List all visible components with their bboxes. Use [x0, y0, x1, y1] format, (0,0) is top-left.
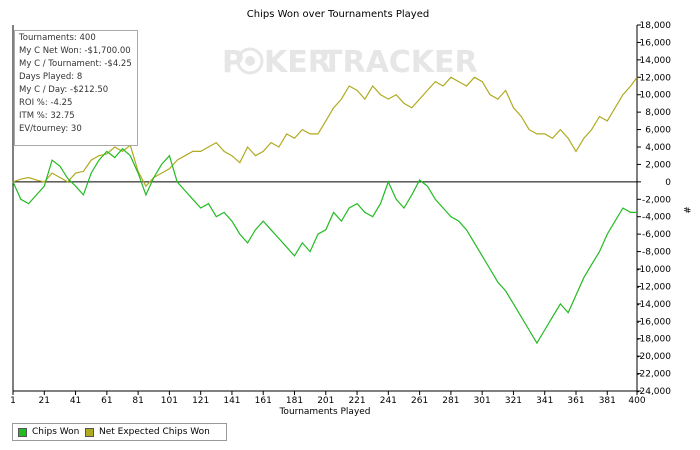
y-tick-label: -16,000	[636, 317, 671, 327]
x-tick-label: 41	[70, 396, 81, 406]
x-tick-label: 381	[599, 396, 616, 406]
x-tick-label: 241	[380, 396, 397, 406]
x-axis-label: Tournaments Played	[278, 407, 370, 417]
watermark: P KER TRACKER	[222, 45, 478, 80]
y-tick-label: 12,000	[640, 73, 672, 83]
x-axis-ticks: 1 21 41 61 81 101 121 141 161 181 201 221 241 261 281 3…	[10, 391, 646, 406]
legend-swatch-chips-won	[18, 427, 27, 437]
y-axis-ticks: 18,000 16,000 14,000 12,000 10,000 8,000 6,000…	[636, 21, 671, 397]
y-tick-label: 2,000	[645, 160, 671, 170]
x-tick-label: 221	[348, 396, 365, 406]
legend-item-net-expected[interactable]: Net Expected Chips Won	[85, 427, 210, 437]
x-tick-label: 261	[411, 396, 428, 406]
stat-roi: ROI %: -4.25	[19, 98, 73, 108]
x-tick-label: 400	[628, 396, 645, 406]
y-tick-label: 10,000	[640, 91, 672, 101]
stat-ev-tourney: EV/tourney: 30	[19, 124, 82, 134]
y-tick-label: 16,000	[640, 38, 672, 48]
stat-itm: ITM %: 32.75	[19, 111, 75, 121]
stat-tournaments: Tournaments: 400	[19, 33, 96, 43]
x-tick-label: 101	[161, 396, 178, 406]
watermark-mid: KER	[264, 45, 331, 80]
x-tick-label: 61	[101, 396, 112, 406]
y-tick-label: 6,000	[645, 126, 671, 136]
y-tick-label: -20,000	[636, 352, 671, 362]
legend-swatch-net-expected	[85, 427, 94, 437]
stat-days-played: Days Played: 8	[19, 72, 83, 82]
x-tick-label: 301	[474, 396, 491, 406]
y-tick-label: -6,000	[642, 230, 671, 240]
y-tick-label: 18,000	[640, 21, 672, 31]
x-tick-label: 1	[10, 396, 16, 406]
watermark-right: TRACKER	[322, 45, 478, 80]
stats-box: Tournaments: 400 My C Net Won: -$1,700.0…	[14, 30, 138, 146]
x-tick-label: 361	[567, 396, 584, 406]
y-axis-label: #	[681, 206, 691, 214]
series-chips-won	[12, 147, 637, 345]
x-tick-label: 141	[223, 396, 240, 406]
y-tick-label: -24,000	[636, 387, 671, 397]
series-net-expected-chips-won	[12, 76, 638, 188]
y-tick-label: -18,000	[636, 335, 671, 345]
chart-title: Chips Won over Tournaments Played	[247, 9, 429, 20]
y-tick-label: -2,000	[642, 195, 671, 205]
x-tick-label: 201	[317, 396, 334, 406]
legend: Chips Won Net Expected Chips Won	[12, 423, 227, 441]
stat-per-tournament: My C / Tournament: -$4.25	[19, 59, 132, 69]
x-tick-label: 281	[442, 396, 459, 406]
y-tick-label: -10,000	[636, 265, 671, 275]
x-tick-label: 341	[536, 396, 553, 406]
legend-item-chips-won[interactable]: Chips Won	[18, 427, 79, 437]
x-tick-label: 121	[192, 396, 209, 406]
y-tick-label: 4,000	[645, 143, 671, 153]
poker-chip-icon	[236, 47, 264, 75]
y-tick-label: 14,000	[640, 56, 672, 66]
stat-per-day: My C / Day: -$212.50	[19, 85, 109, 95]
x-tick-label: 81	[132, 396, 143, 406]
y-tick-label: -22,000	[636, 370, 671, 380]
x-tick-label: 321	[505, 396, 522, 406]
x-tick-label: 181	[286, 396, 303, 406]
y-tick-label: -12,000	[636, 282, 671, 292]
y-tick-label: 0	[665, 178, 671, 188]
watermark-left: P	[222, 45, 244, 80]
y-tick-label: 8,000	[645, 108, 671, 118]
x-tick-label: 161	[255, 396, 272, 406]
legend-label-chips-won: Chips Won	[32, 427, 80, 437]
stat-net-won: My C Net Won: -$1,700.00	[19, 46, 131, 56]
legend-label-net-expected: Net Expected Chips Won	[99, 427, 210, 437]
x-tick-label: 21	[39, 396, 50, 406]
y-tick-label: -4,000	[642, 213, 671, 223]
y-tick-label: -14,000	[636, 300, 671, 310]
y-tick-label: -8,000	[642, 248, 671, 258]
